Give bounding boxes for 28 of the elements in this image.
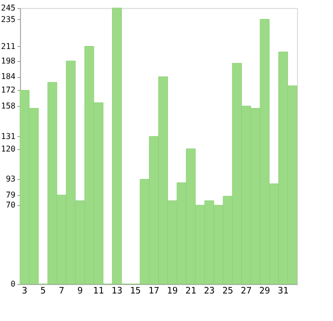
x-tick-label: 3 [22,286,28,296]
y-tick-label: 172 [1,86,16,95]
x-tick-label: 5 [40,286,46,296]
x-tick-label: 17 [148,286,160,296]
x-tick-label: 23 [204,286,215,296]
x-tick-label: 9 [77,286,83,296]
x-tick-label: 7 [58,286,64,296]
x-tick-label: 21 [185,286,196,296]
x-tick-label: 29 [259,286,270,296]
x-tick-label: 11 [93,286,104,296]
y-tick-label: 184 [1,72,16,82]
x-tick-label: 27 [240,286,252,296]
y-tick-label: 211 [1,42,16,51]
x-tick-label: 19 [166,286,178,296]
y-tick-label: 70 [6,200,16,210]
y-tick-label: 158 [1,102,16,111]
x-tick-label: 31 [278,286,289,296]
x-tick-label: 13 [112,286,122,296]
y-tick-label: 131 [1,132,16,141]
y-tick-label: 93 [6,174,16,184]
y-tick-label: 120 [1,144,16,154]
x-tick-label: 25 [222,286,234,296]
x-tick-label: 15 [130,286,141,296]
y-tick-label: 198 [1,56,16,66]
y-tick-label: 79 [6,190,16,200]
y-tick-label: 245 [1,4,16,12]
y-tick-label: 0 [10,280,16,288]
y-tick-label: 235 [1,14,16,24]
